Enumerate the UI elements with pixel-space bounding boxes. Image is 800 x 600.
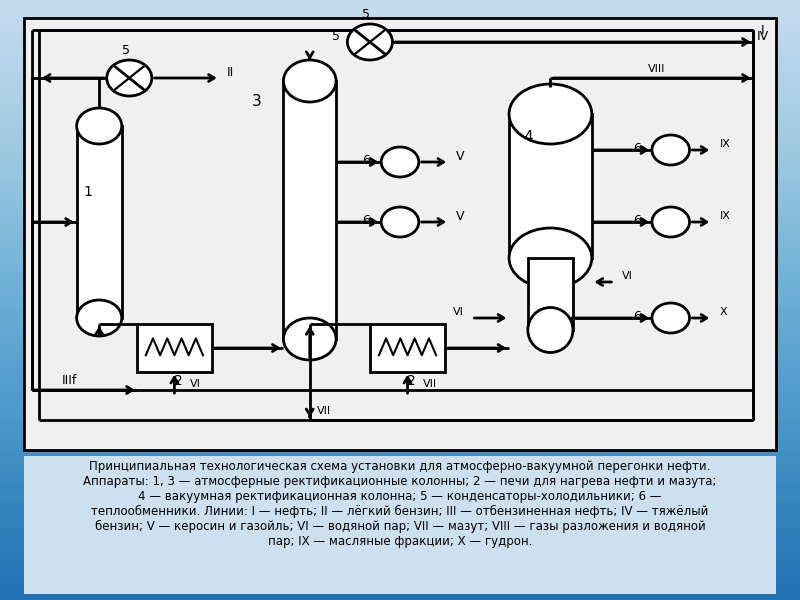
Text: VI: VI xyxy=(453,307,464,317)
Ellipse shape xyxy=(509,84,592,144)
Circle shape xyxy=(106,60,152,96)
Circle shape xyxy=(652,303,690,333)
Text: V: V xyxy=(456,149,465,163)
Circle shape xyxy=(347,24,393,60)
Bar xyxy=(24,18,776,450)
Text: Принципиальная технологическая схема установки для атмосферно-вакуумной перегонк: Принципиальная технологическая схема уст… xyxy=(83,460,717,548)
Ellipse shape xyxy=(528,307,573,352)
Circle shape xyxy=(652,135,690,165)
Text: 4: 4 xyxy=(523,130,533,145)
Text: IIIf: IIIf xyxy=(62,374,77,388)
Text: IX: IX xyxy=(720,139,730,149)
Text: VI: VI xyxy=(622,271,633,281)
Ellipse shape xyxy=(77,300,122,336)
Bar xyxy=(509,114,592,258)
Text: 6: 6 xyxy=(633,214,641,227)
Ellipse shape xyxy=(509,228,592,288)
Bar xyxy=(529,273,572,330)
Text: 6: 6 xyxy=(362,154,370,167)
Text: 6: 6 xyxy=(633,142,641,155)
Bar xyxy=(78,126,121,318)
Ellipse shape xyxy=(283,60,336,102)
Text: 5: 5 xyxy=(122,44,130,58)
Ellipse shape xyxy=(283,318,336,360)
Text: 2: 2 xyxy=(174,374,182,388)
Text: V: V xyxy=(456,209,465,223)
Bar xyxy=(510,114,590,258)
Text: IV: IV xyxy=(758,29,770,43)
Text: VIII: VIII xyxy=(648,64,666,74)
Text: I: I xyxy=(761,23,765,37)
Bar xyxy=(137,324,212,372)
Text: 5: 5 xyxy=(362,8,370,22)
Circle shape xyxy=(381,207,419,237)
Text: IX: IX xyxy=(720,211,730,221)
Text: VII: VII xyxy=(318,406,331,416)
Text: VII: VII xyxy=(422,379,437,389)
Text: 1: 1 xyxy=(83,185,92,199)
Ellipse shape xyxy=(77,108,122,144)
Text: 2: 2 xyxy=(407,374,416,388)
Circle shape xyxy=(652,207,690,237)
Bar xyxy=(370,324,445,372)
Bar xyxy=(283,81,336,339)
Text: 3: 3 xyxy=(252,94,262,109)
Text: 6: 6 xyxy=(633,310,641,323)
Text: X: X xyxy=(720,307,727,317)
Text: 6: 6 xyxy=(362,214,370,227)
Bar xyxy=(528,258,573,330)
Bar xyxy=(24,456,776,594)
Text: II: II xyxy=(227,65,234,79)
Text: 5: 5 xyxy=(332,29,340,43)
Circle shape xyxy=(381,147,419,177)
Bar xyxy=(77,126,122,318)
Text: VI: VI xyxy=(190,379,200,389)
Bar xyxy=(285,81,335,339)
